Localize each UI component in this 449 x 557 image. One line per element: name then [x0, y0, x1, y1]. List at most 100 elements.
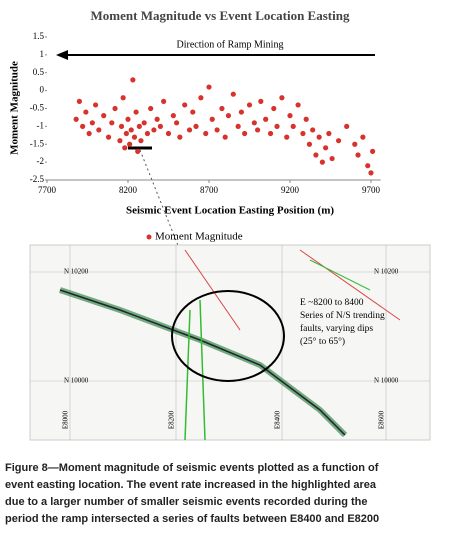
map-background [29, 244, 431, 441]
y-tick-label: -2.5 [30, 174, 45, 184]
point [148, 105, 154, 112]
point [355, 152, 361, 158]
point [118, 123, 125, 129]
point [352, 141, 358, 147]
y-tick-label: 0 [40, 85, 45, 95]
point [225, 113, 232, 119]
northing-label: N 10200 [374, 268, 399, 276]
point [136, 123, 142, 129]
point [161, 98, 167, 104]
point [122, 145, 128, 151]
point [310, 127, 316, 133]
point [186, 127, 193, 133]
point [193, 123, 199, 129]
point [89, 120, 95, 126]
point [251, 120, 257, 126]
point [128, 127, 134, 133]
point [242, 130, 248, 137]
y-tick-label: -1.5 [30, 138, 45, 148]
map-note: E ~8200 to 8400 [300, 298, 364, 308]
point [127, 141, 133, 147]
northing-label: N 10200 [64, 268, 89, 276]
point [287, 113, 293, 119]
easting-label: E8400 [274, 410, 282, 429]
point [267, 130, 274, 137]
fault [309, 259, 371, 291]
point [105, 134, 112, 140]
point [117, 138, 123, 144]
point [144, 130, 151, 137]
point [177, 134, 183, 140]
caption-line: due to a larger number of smaller seismi… [5, 496, 368, 508]
map-note: (25° to 65°) [300, 336, 345, 347]
caption-line: Figure 8—Moment magnitude of seismic eve… [5, 462, 379, 474]
x-tick-label: 9700 [362, 185, 381, 195]
y-tick-label: -0.5 [30, 103, 45, 113]
point [222, 134, 228, 140]
point [173, 120, 180, 126]
point [326, 130, 332, 137]
point [360, 134, 366, 140]
point [370, 148, 376, 154]
point [206, 84, 212, 90]
x-tick-label: 8200 [119, 185, 138, 195]
point [274, 123, 280, 129]
point [154, 116, 160, 122]
point [316, 134, 322, 140]
fault [199, 299, 206, 441]
point [313, 152, 319, 158]
point [303, 116, 309, 122]
point [246, 102, 253, 108]
x-tick-label: 7700 [38, 185, 57, 195]
point [101, 113, 107, 119]
point [80, 123, 86, 129]
point [96, 127, 102, 133]
point [203, 130, 209, 137]
point [258, 98, 264, 104]
point [131, 134, 138, 140]
point [344, 123, 350, 129]
point [329, 155, 335, 162]
point [125, 116, 131, 122]
ramp-outline [59, 289, 346, 436]
y-tick-label: -2 [37, 156, 45, 166]
point [284, 134, 290, 140]
map-note: faults, varying dips [300, 323, 373, 334]
point [306, 141, 313, 147]
y-tick-label: -1 [37, 120, 45, 130]
point [335, 138, 342, 144]
point [271, 105, 277, 112]
point [165, 130, 172, 137]
northing-label: N 10000 [374, 377, 399, 385]
arrow-head [56, 50, 68, 60]
y-tick-label: 0.5 [33, 67, 45, 77]
point [151, 127, 157, 133]
easting-label: E8200 [168, 410, 176, 429]
point [182, 102, 188, 108]
point [141, 120, 147, 126]
legend-label: Moment Magnitude [155, 231, 243, 243]
point [138, 138, 144, 144]
annotation: Direction of Ramp Mining [177, 39, 284, 50]
point [209, 116, 215, 122]
point [323, 145, 329, 151]
point [73, 116, 79, 122]
point [230, 91, 236, 97]
easting-label: E8600 [378, 410, 386, 429]
point [190, 109, 196, 115]
point [368, 170, 374, 176]
point [133, 109, 139, 115]
y-tick-label: 1 [40, 49, 45, 59]
map-note: Series of N/S trending [300, 310, 385, 321]
fault [184, 309, 191, 441]
fault [299, 249, 401, 321]
map [29, 244, 431, 441]
y-tick-label: 1.5 [33, 31, 45, 41]
point [279, 95, 285, 101]
point [319, 159, 325, 165]
x-tick-label: 8700 [200, 185, 219, 195]
point [130, 77, 136, 83]
point [254, 127, 261, 133]
